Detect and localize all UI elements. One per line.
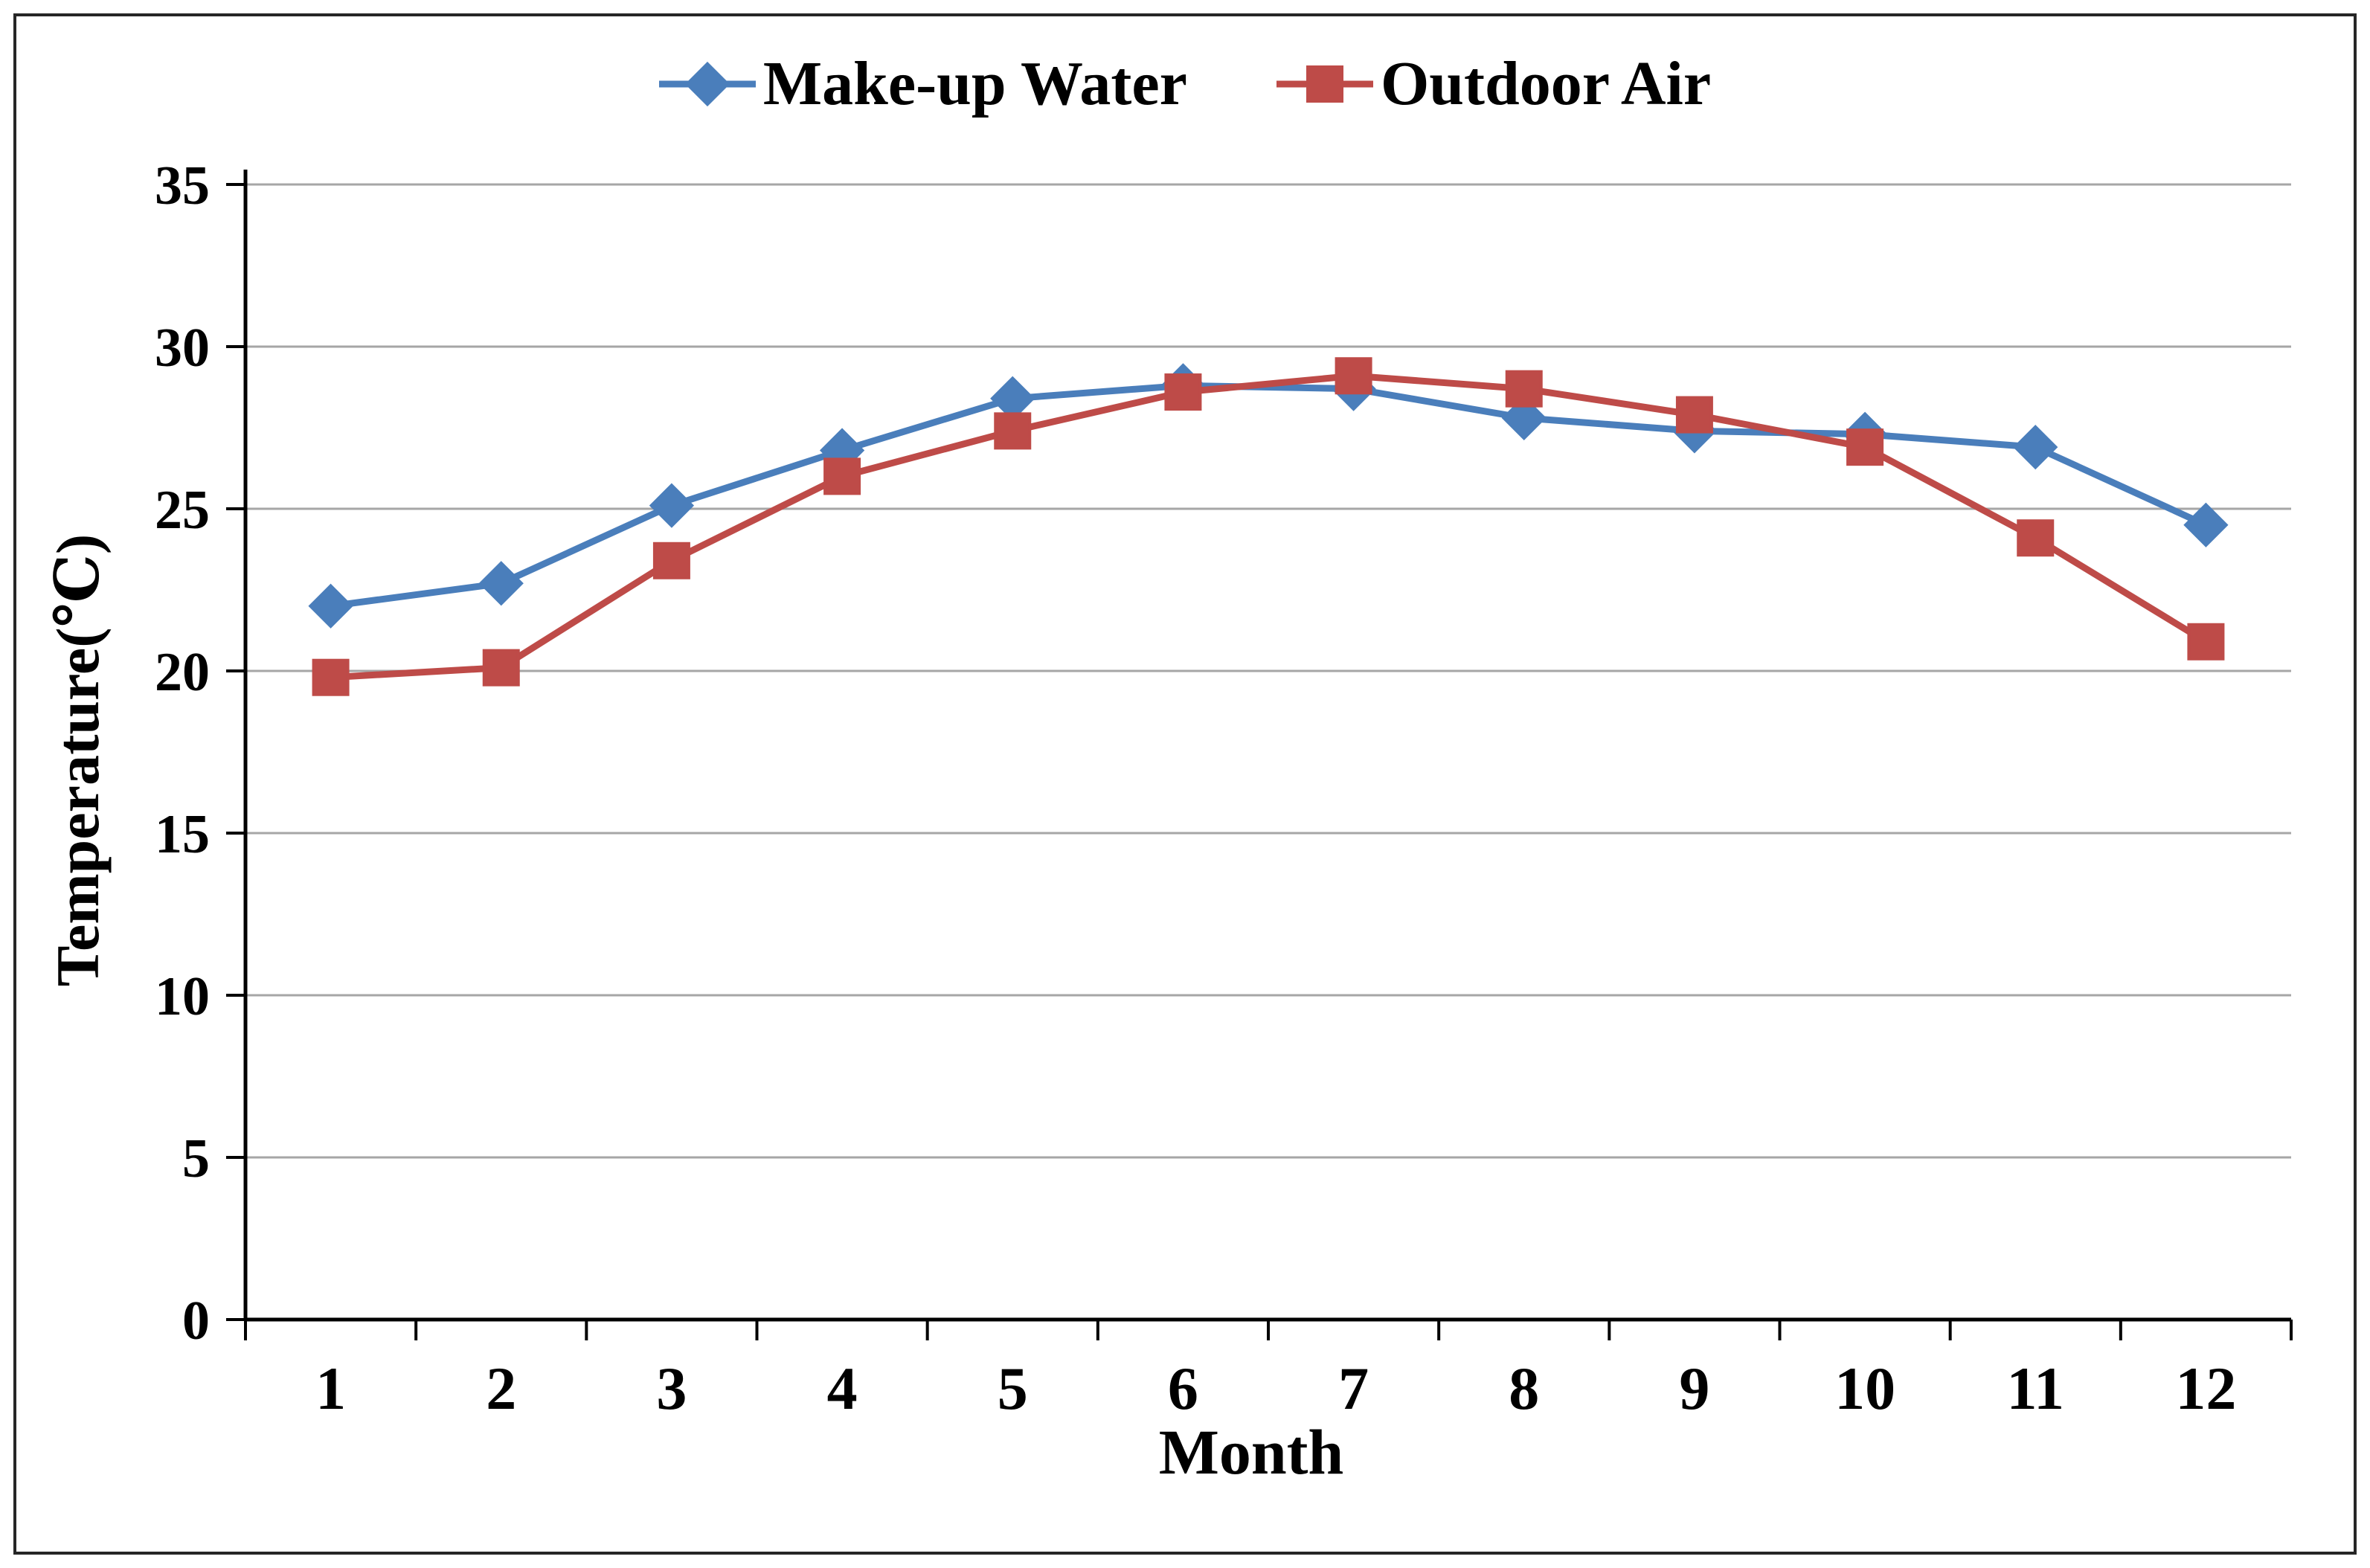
chart-figure: Make-up Water Outdoor Air Temperature(℃) …: [13, 13, 2357, 1555]
y-tick-label: 0: [182, 1291, 210, 1352]
x-axis-title: Month: [1158, 1416, 1344, 1488]
legend-square-icon: [1276, 65, 1373, 103]
x-tick-label: 1: [315, 1355, 346, 1422]
x-tick-label: 3: [656, 1355, 687, 1422]
legend-item-0: Make-up Water: [658, 48, 1187, 120]
y-tick-label: 20: [155, 642, 210, 703]
y-tick-label: 10: [155, 966, 210, 1027]
y-tick-label: 5: [182, 1128, 210, 1189]
series-line-1: [327, 372, 2209, 681]
x-tick-label: 11: [2007, 1355, 2064, 1422]
data-point-0-3: [649, 483, 695, 528]
data-point-1-5: [994, 412, 1032, 450]
data-point-1-2: [482, 649, 520, 687]
x-tick-label: 7: [1338, 1355, 1369, 1422]
data-point-1-6: [1164, 373, 1202, 411]
x-tick-label: 4: [827, 1355, 858, 1422]
x-tick-label: 5: [998, 1355, 1028, 1422]
data-point-1-1: [312, 658, 350, 696]
data-point-0-2: [478, 561, 524, 606]
data-point-1-10: [1846, 428, 1884, 466]
data-point-1-8: [1505, 370, 1543, 408]
x-tick-label: 9: [1679, 1355, 1709, 1422]
legend-label-1: Outdoor Air: [1380, 49, 1712, 118]
legend-diamond-icon: [658, 61, 756, 106]
data-point-1-4: [823, 457, 861, 495]
data-point-1-9: [1675, 396, 1713, 434]
x-tick-label: 12: [2175, 1355, 2236, 1422]
y-tick-label: 30: [155, 318, 210, 379]
data-point-1-12: [2187, 623, 2225, 661]
legend-item-1: Outdoor Air: [1276, 48, 1711, 120]
x-tick-label: 10: [1834, 1355, 1895, 1422]
data-point-1-3: [652, 542, 690, 579]
data-point-1-7: [1335, 357, 1372, 395]
data-point-0-1: [308, 583, 353, 629]
legend-label-0: Make-up Water: [762, 49, 1187, 118]
y-tick-label: 15: [155, 804, 210, 865]
series-line-0: [327, 382, 2209, 610]
y-tick-label: 35: [155, 155, 210, 216]
data-point-0-11: [2013, 425, 2058, 470]
x-tick-label: 6: [1168, 1355, 1198, 1422]
x-tick-label: 2: [486, 1355, 516, 1422]
chart-legend: Make-up Water Outdoor Air: [16, 48, 2354, 120]
data-point-0-8: [1501, 395, 1547, 441]
data-point-1-11: [2017, 519, 2055, 557]
y-tick-label: 25: [155, 480, 210, 541]
legend-marker-0: [684, 61, 730, 106]
x-tick-label: 8: [1509, 1355, 1539, 1422]
data-point-0-12: [2183, 502, 2229, 547]
legend-marker-1: [1306, 65, 1343, 103]
